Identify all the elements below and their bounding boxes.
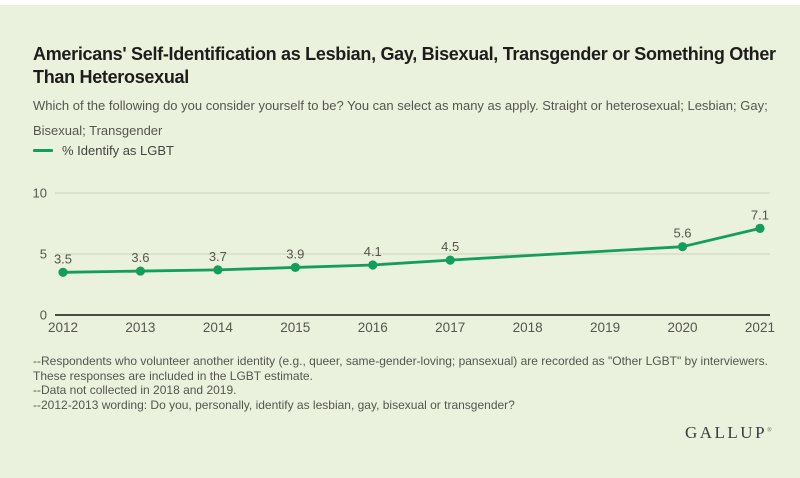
footnote-missing-data: --Data not collected in 2018 and 2019. <box>33 383 237 397</box>
value-label-2016: 4.1 <box>364 244 382 259</box>
footnotes: --Respondents who volunteer another iden… <box>33 354 775 412</box>
data-point-2013 <box>135 266 146 276</box>
gallup-logo: GALLUP® <box>685 423 772 443</box>
data-point-2017 <box>445 255 455 265</box>
x-axis-label-2018: 2018 <box>513 320 543 335</box>
x-axis-label-2013: 2013 <box>125 320 155 335</box>
x-axis-label-2019: 2019 <box>590 320 620 335</box>
y-tick-label-10: 10 <box>33 186 47 201</box>
value-label-2013: 3.6 <box>131 250 149 265</box>
chart-canvas: 0 5 10 2012 2013 2014 2015 2016 2017 2018 2019 2020… <box>33 186 775 336</box>
y-tick-label-0: 0 <box>40 308 47 323</box>
legend-label: % Identify as LGBT <box>62 143 174 158</box>
x-axis-label-2017: 2017 <box>435 320 465 335</box>
data-point-2016 <box>368 260 378 270</box>
chart-legend: % Identify as LGBT <box>33 143 174 158</box>
footnote-other-lgbt: --Respondents who volunteer another iden… <box>33 354 768 383</box>
x-axis-label-2021: 2021 <box>745 320 775 335</box>
value-label-2012: 3.5 <box>54 251 72 266</box>
footnote-wording: --2012-2013 wording: Do you, personally,… <box>33 397 515 412</box>
x-axis-label-2016: 2016 <box>358 320 388 335</box>
legend-line-swatch-icon <box>33 149 53 152</box>
y-tick-label-5: 5 <box>40 247 47 262</box>
page-top-margin <box>0 0 800 5</box>
trend-line <box>61 226 762 274</box>
chart-subtitle: Which of the following do you consider y… <box>33 98 768 138</box>
value-label-2017: 4.5 <box>441 239 459 254</box>
data-point-2014 <box>213 265 223 275</box>
data-point-2015 <box>290 262 300 273</box>
value-label-2020: 5.6 <box>673 226 691 241</box>
value-label-2015: 3.9 <box>286 246 304 261</box>
value-label-2014: 3.7 <box>209 249 227 264</box>
registered-trademark-icon: ® <box>767 426 772 434</box>
x-axis-label-2012: 2012 <box>48 320 78 335</box>
line-chart: 0 5 10 2012 2013 2014 2015 2016 2017 2018 2019 2020… <box>0 185 800 345</box>
chart-title: Americans' Self-Identification as Lesbia… <box>33 44 776 88</box>
gallup-wordmark: GALLUP <box>684 423 768 442</box>
x-axis-label-2015: 2015 <box>280 320 310 335</box>
data-point-2020 <box>677 242 688 252</box>
value-label-2021: 7.1 <box>751 207 769 222</box>
x-axis-label-2020: 2020 <box>667 320 697 335</box>
data-point-2012 <box>58 267 68 277</box>
x-axis-label-2014: 2014 <box>203 320 234 335</box>
data-point-2021 <box>755 223 765 233</box>
